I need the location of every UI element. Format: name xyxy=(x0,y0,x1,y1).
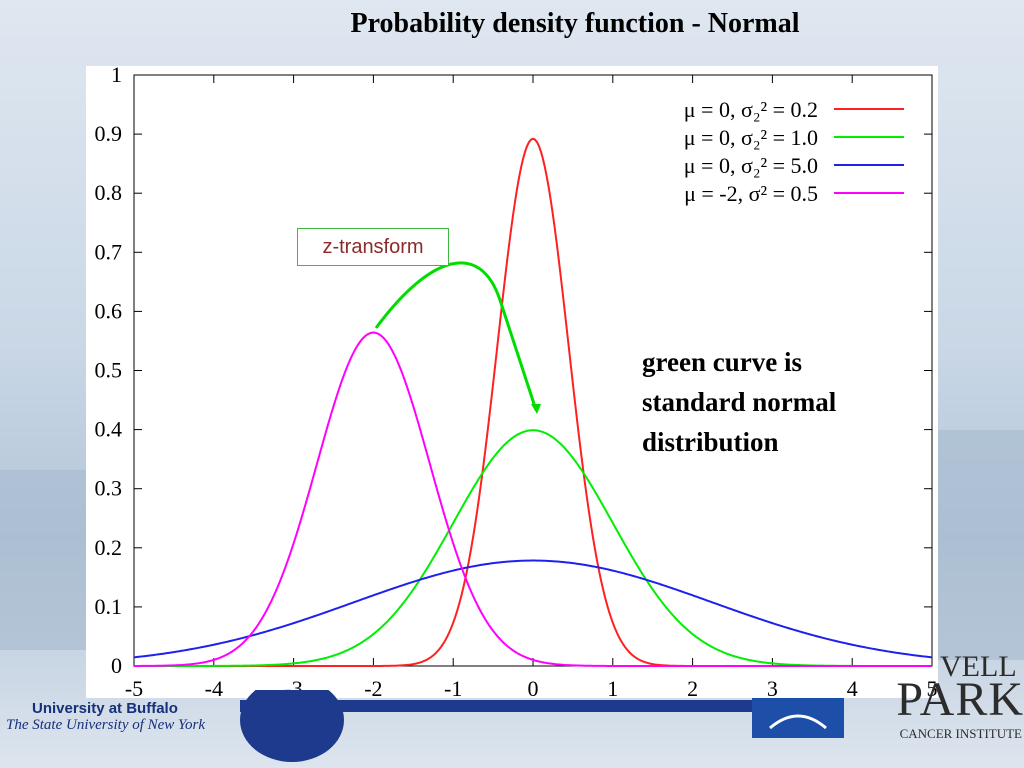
ub-name: University at Buffalo xyxy=(32,700,178,717)
y-tick-label: 0.3 xyxy=(95,476,123,501)
rp-emblem-arch xyxy=(769,714,827,730)
x-tick-label: -5 xyxy=(125,676,143,701)
y-tick-label: 0 xyxy=(111,653,122,678)
university-at-buffalo-logo: University at Buffalo The State Universi… xyxy=(6,700,246,740)
rp-park: PARK xyxy=(896,673,1024,726)
y-tick-label: 0.9 xyxy=(95,121,123,146)
y-tick-label: 0.6 xyxy=(95,298,123,323)
z-transform-arrowhead xyxy=(531,404,541,414)
ub-subtitle: The State University of New York xyxy=(6,717,206,733)
y-tick-label: 0.5 xyxy=(95,358,123,383)
y-tick-label: 0.8 xyxy=(95,180,123,205)
background-building xyxy=(0,470,90,650)
chart-area xyxy=(86,66,938,698)
x-tick-label: 1 xyxy=(607,676,618,701)
z-transform-label: z-transform xyxy=(297,228,449,266)
annotation-note: green curve is standard normal distribut… xyxy=(642,347,837,457)
legend-label-3: μ = -2, σ² = 0.5 xyxy=(684,181,818,206)
ub-emblem xyxy=(240,690,344,762)
footer-band xyxy=(240,690,844,762)
legend-label-2: μ = 0, σ₂² = 5.0 xyxy=(684,153,818,178)
x-tick-label: -1 xyxy=(444,676,462,701)
series-line-2 xyxy=(133,559,933,659)
x-tick-label: 0 xyxy=(528,676,539,701)
x-tick-label: 2 xyxy=(687,676,698,701)
x-tick-label: 3 xyxy=(767,676,778,701)
x-tick-label: 4 xyxy=(847,676,858,701)
y-tick-label: 0.2 xyxy=(95,535,123,560)
x-tick-label: -4 xyxy=(205,676,223,701)
roswell-park-partial: VELL xyxy=(940,650,1017,683)
x-tick-label: 5 xyxy=(927,676,938,701)
y-tick-label: 0.4 xyxy=(95,417,123,442)
background-building xyxy=(936,430,1024,660)
footer-blue-bar xyxy=(240,700,800,712)
legend-label-1: μ = 0, σ₂² = 1.0 xyxy=(684,125,818,150)
legend-label-0: μ = 0, σ₂² = 0.2 xyxy=(684,97,818,122)
z-transform-arrow xyxy=(374,261,538,411)
series-line-3 xyxy=(133,331,932,667)
rp-cancer-institute: CANCER INSTITUTE xyxy=(899,726,1022,741)
x-tick-label: -2 xyxy=(364,676,382,701)
y-tick-label: 1 xyxy=(111,62,122,87)
roswell-park-logo: PARK CANCER INSTITUTE xyxy=(848,676,1024,742)
y-tick-label: 0.1 xyxy=(95,594,123,619)
slide-title: Probability density function - Normal xyxy=(350,8,800,39)
y-tick-label: 0.7 xyxy=(95,239,123,264)
rp-emblem xyxy=(752,698,844,738)
